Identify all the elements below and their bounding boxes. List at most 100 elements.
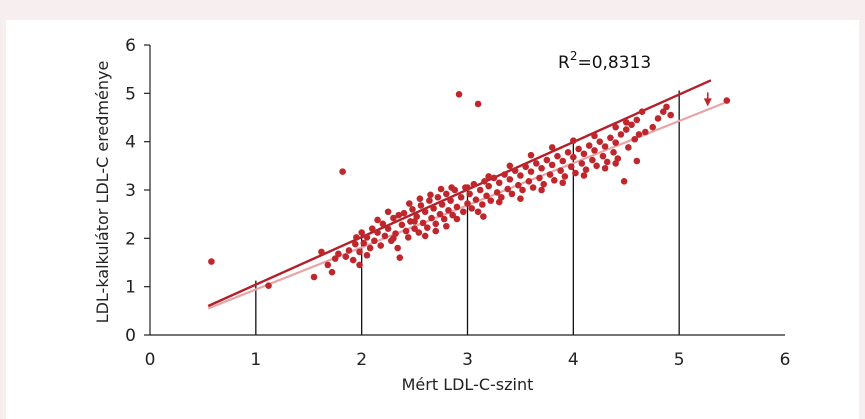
data-point	[557, 167, 564, 174]
data-point	[485, 173, 492, 180]
data-point	[550, 177, 558, 184]
data-point	[416, 195, 424, 202]
x-tick-label: 2	[356, 350, 367, 370]
data-point	[443, 190, 450, 198]
data-point	[593, 162, 600, 170]
data-point	[445, 207, 452, 214]
data-point	[580, 150, 588, 158]
data-point	[363, 234, 371, 241]
data-point	[411, 225, 418, 232]
data-point	[457, 193, 465, 201]
data-point	[345, 247, 353, 254]
data-point	[449, 211, 456, 219]
y-tick-label: 3	[125, 181, 136, 201]
data-point	[622, 119, 630, 126]
data-point	[394, 244, 401, 252]
data-point	[548, 161, 556, 169]
data-point	[468, 205, 476, 212]
data-point	[495, 198, 503, 206]
data-point	[599, 152, 607, 160]
data-point	[501, 171, 508, 178]
data-point	[601, 164, 609, 172]
data-point	[430, 205, 437, 212]
data-point	[487, 197, 495, 204]
data-point	[374, 216, 381, 224]
data-point	[638, 108, 646, 115]
data-point	[398, 221, 406, 229]
data-point	[596, 138, 604, 145]
data-point	[591, 132, 598, 140]
data-point	[438, 201, 446, 208]
data-point	[356, 261, 363, 269]
data-point	[421, 232, 429, 240]
data-point	[379, 220, 387, 228]
data-point	[659, 108, 667, 115]
data-point	[667, 111, 674, 119]
data-point	[384, 225, 392, 232]
data-point	[483, 192, 490, 200]
data-point	[495, 179, 503, 187]
data-point	[432, 227, 440, 235]
data-point	[612, 123, 619, 131]
data-point	[310, 273, 318, 281]
data-point	[455, 91, 463, 98]
data-point	[448, 184, 455, 191]
data-point	[464, 184, 471, 191]
r2-superscript: 2	[570, 49, 578, 63]
data-point	[536, 174, 543, 182]
data-point	[559, 157, 567, 165]
data-point	[400, 209, 408, 217]
data-point	[628, 121, 635, 129]
data-point	[506, 176, 514, 183]
y-tick-labels: 0 1 2 3 4 5 6	[125, 36, 150, 346]
data-point	[390, 214, 397, 222]
data-point	[415, 229, 423, 236]
data-point	[723, 97, 731, 104]
data-point	[490, 174, 498, 182]
y-tick-label: 6	[125, 36, 136, 56]
data-point	[432, 220, 440, 228]
data-point	[561, 173, 569, 180]
data-point	[525, 178, 533, 185]
data-point	[654, 115, 662, 122]
data-point	[411, 218, 418, 225]
data-point	[474, 208, 482, 216]
data-point	[417, 202, 425, 209]
data-point	[208, 258, 215, 265]
r-squared-annotation: R2=0,8313	[558, 49, 651, 73]
data-point	[421, 208, 429, 216]
data-point	[453, 203, 461, 211]
data-point	[567, 163, 575, 171]
data-point	[612, 160, 619, 167]
data-point	[453, 215, 461, 223]
y-tick-label: 4	[125, 133, 136, 153]
data-point	[580, 172, 588, 179]
data-point	[589, 156, 596, 164]
regression-line	[207, 79, 712, 308]
data-point	[575, 145, 582, 153]
data-point	[381, 232, 389, 240]
data-point	[427, 191, 434, 199]
data-point	[368, 225, 376, 232]
data-point	[405, 200, 413, 207]
data-point	[318, 248, 325, 256]
y-axis-label: LDL-kalkulátor LDL-C eredménye	[93, 61, 112, 324]
data-point	[517, 172, 524, 179]
data-point	[466, 190, 473, 198]
data-point	[349, 256, 357, 264]
data-point	[612, 139, 619, 146]
data-point	[447, 197, 454, 204]
data-point	[515, 181, 522, 189]
data-point	[570, 137, 577, 144]
data-point	[538, 164, 545, 172]
data-point	[554, 152, 561, 160]
data-point	[434, 193, 442, 201]
data-point	[409, 206, 416, 213]
data-point	[470, 180, 478, 188]
data-point	[356, 248, 363, 256]
data-point	[366, 244, 374, 252]
data-point	[572, 169, 579, 177]
data-point	[428, 214, 435, 222]
data-point	[390, 235, 397, 242]
